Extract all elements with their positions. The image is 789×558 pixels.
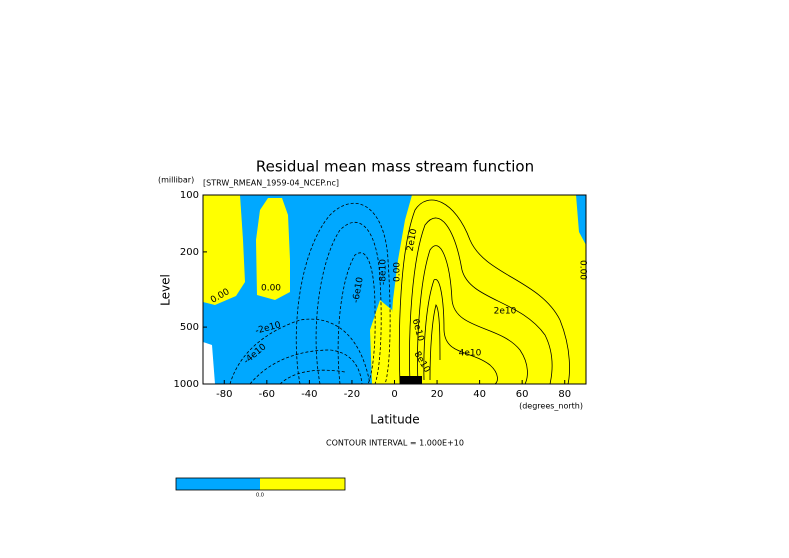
x-tick-label: 20 xyxy=(431,389,444,400)
contour-label: 0.00 xyxy=(261,284,281,294)
x-tick-label: -60 xyxy=(259,389,275,400)
positive-region xyxy=(256,198,290,300)
x-tick-label: 40 xyxy=(473,389,486,400)
y-tick-label: 500 xyxy=(180,322,199,333)
y-axis-label: Level xyxy=(159,274,173,306)
contour-label: -6e10 xyxy=(351,276,365,304)
x-tick-label: -40 xyxy=(301,389,317,400)
missing-region xyxy=(203,342,215,384)
x-tick-label: 0 xyxy=(391,389,397,400)
y-unit: (millibar) xyxy=(158,176,194,185)
x-tick-label: -20 xyxy=(344,389,360,400)
y-tick-label: 1000 xyxy=(174,379,199,390)
contour-label: -8e10 xyxy=(379,259,389,285)
contour-cluster xyxy=(400,376,422,384)
contours xyxy=(229,199,570,385)
contour-label: 2e10 xyxy=(406,228,420,252)
x-tick-label: -80 xyxy=(216,389,232,400)
footnote: CONTOUR INTERVAL = 1.000E+10 xyxy=(326,439,464,448)
positive-fills xyxy=(203,195,586,384)
contour-label: 0.00 xyxy=(393,262,403,282)
chart-title: Residual mean mass stream function xyxy=(256,158,534,176)
colorbar: 0.0 xyxy=(175,477,346,499)
contour-label: 2e10 xyxy=(494,307,517,317)
colorbar-negative xyxy=(176,478,260,490)
subtitle: [STRW_RMEAN_1959-04_NCEP.nc] xyxy=(203,179,339,188)
positive-region xyxy=(203,195,245,305)
x-unit: (degrees_north) xyxy=(519,402,583,411)
colorbar-label: 0.0 xyxy=(256,493,264,499)
x-axis-label: Latitude xyxy=(370,413,419,427)
positive-region xyxy=(382,195,586,384)
x-tick-label: 60 xyxy=(516,389,529,400)
plot-area xyxy=(202,194,587,385)
contour-label: 4e10 xyxy=(459,349,482,359)
colorbar-frame xyxy=(175,477,346,491)
x-tick-label: 80 xyxy=(558,389,571,400)
y-tick-label: 200 xyxy=(180,247,199,258)
colorbar-positive xyxy=(260,478,345,490)
contour-label: 0.00 xyxy=(578,260,588,280)
y-tick-label: 100 xyxy=(180,190,199,201)
